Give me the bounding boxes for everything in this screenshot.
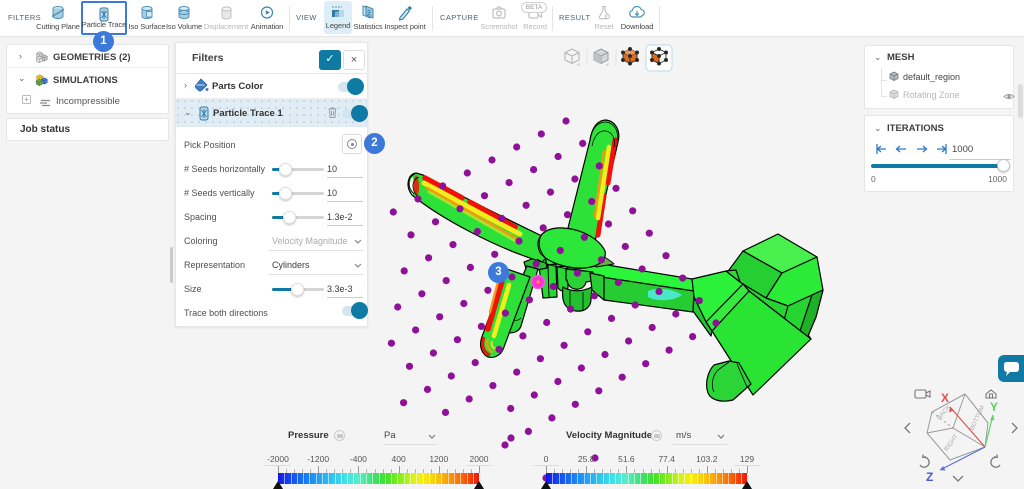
- svg-text:BACK: BACK: [936, 403, 953, 421]
- svg-text:Z: Z: [926, 470, 933, 484]
- svg-text:RIGHT: RIGHT: [943, 433, 960, 453]
- svg-text:X: X: [941, 391, 949, 405]
- svg-text:Y: Y: [990, 400, 998, 414]
